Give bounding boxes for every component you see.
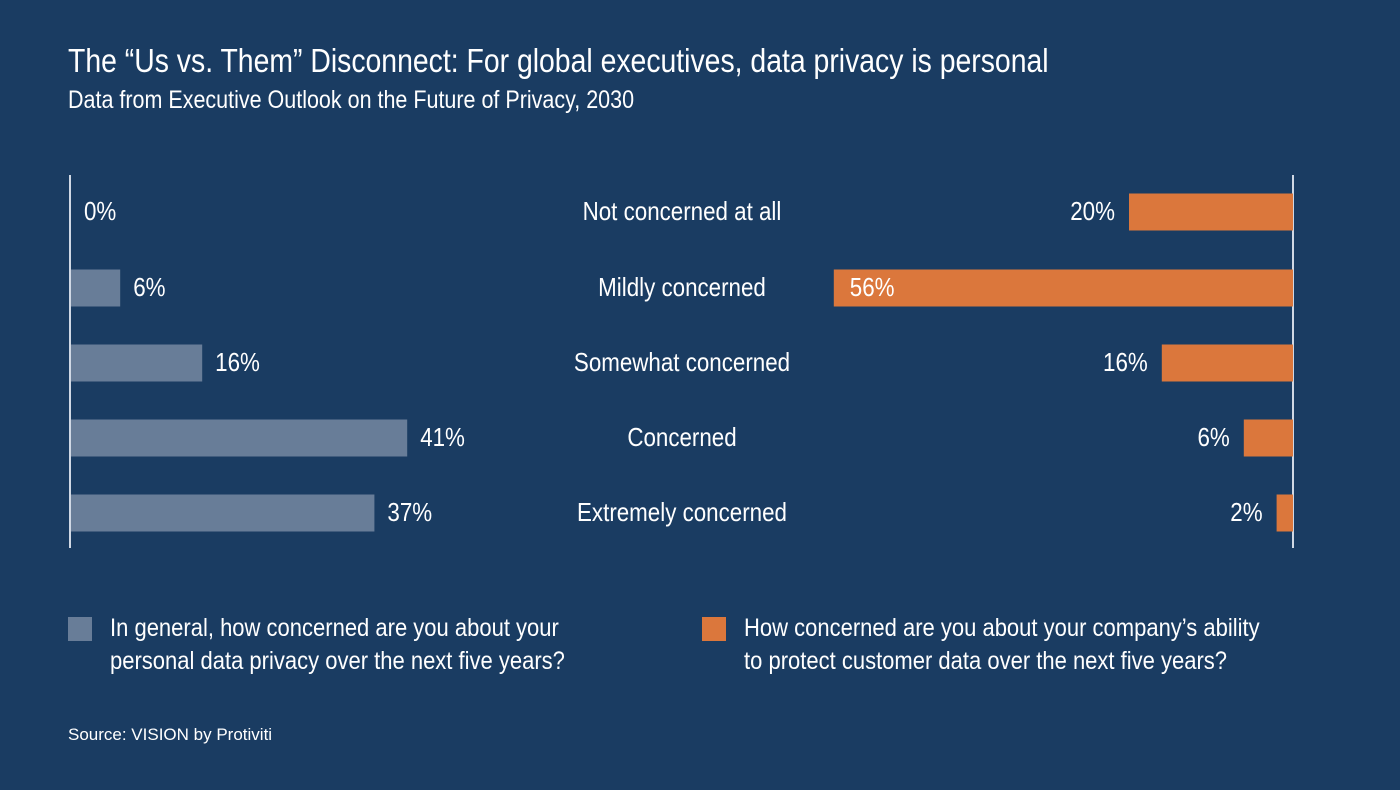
chart-subtitle: Data from Executive Outlook on the Futur… — [68, 86, 635, 114]
value-label-company: 20% — [1070, 198, 1115, 227]
bar-company — [1161, 344, 1293, 382]
bar-personal — [71, 344, 203, 382]
legend-swatch-personal — [68, 617, 92, 641]
bar-company — [1129, 193, 1293, 231]
bar-company — [1243, 419, 1293, 457]
source-note: Source: VISION by Protiviti — [68, 725, 273, 744]
value-label-personal: 41% — [420, 424, 465, 453]
bar-personal — [71, 494, 375, 532]
category-label: Somewhat concerned — [574, 349, 790, 378]
value-label-personal: 0% — [84, 198, 116, 227]
bar-personal — [71, 269, 121, 307]
legend-line: How concerned are you about your company… — [744, 614, 1260, 642]
value-label-company: 6% — [1197, 424, 1229, 453]
bar-company — [833, 269, 1293, 307]
legend-line: In general, how concerned are you about … — [110, 614, 559, 642]
value-label-company: 16% — [1103, 349, 1148, 378]
value-label-company: 2% — [1230, 499, 1262, 528]
value-label-personal: 6% — [133, 274, 165, 303]
legend-label-personal: In general, how concerned are you about … — [110, 612, 565, 678]
value-label-personal: 16% — [215, 349, 260, 378]
bar-company — [1276, 494, 1293, 532]
chart-title: The “Us vs. Them” Disconnect: For global… — [68, 42, 1049, 79]
value-label-personal: 37% — [387, 499, 432, 528]
legend-label-company: How concerned are you about your company… — [744, 612, 1260, 678]
legend-line: to protect customer data over the next f… — [744, 647, 1228, 675]
category-label: Not concerned at all — [583, 198, 782, 227]
category-label: Concerned — [627, 424, 736, 453]
category-label: Mildly concerned — [598, 274, 766, 303]
legend-line: personal data privacy over the next five… — [110, 647, 565, 675]
legend-swatch-company — [702, 617, 726, 641]
bar-personal — [71, 419, 408, 457]
category-label: Extremely concerned — [577, 499, 787, 528]
value-label-company: 56% — [850, 274, 895, 303]
